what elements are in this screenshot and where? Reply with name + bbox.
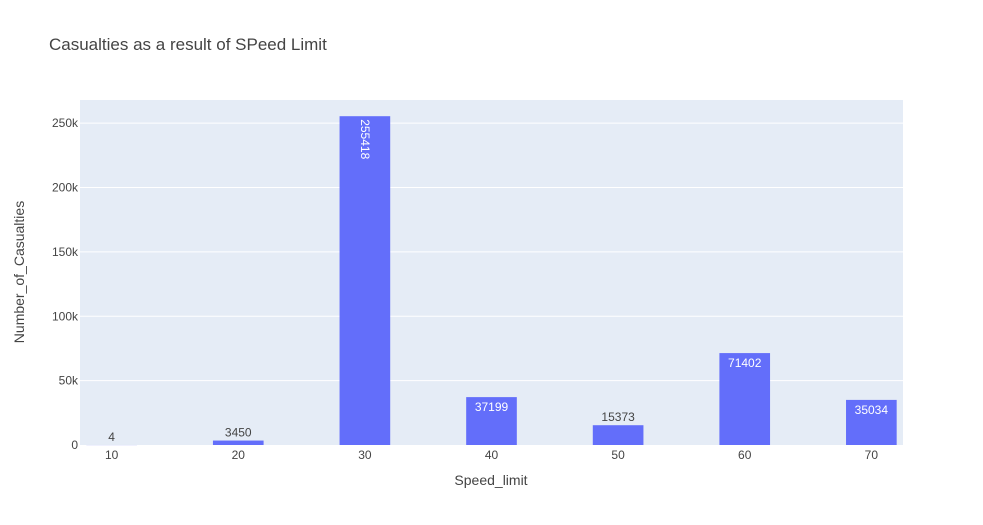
plot-area (80, 100, 903, 445)
y-tick-label: 50k (59, 374, 79, 388)
bar-value-label: 3450 (225, 426, 252, 440)
bar (592, 425, 644, 445)
bar-value-label: 71402 (728, 356, 762, 370)
axis-ticks: 0 50k 100k 150k 200k 250k 10 20 30 40 50 60 70 (52, 116, 878, 462)
bar-value-label: 15373 (601, 410, 635, 424)
bar (339, 116, 391, 446)
bar (212, 440, 264, 445)
y-axis-title: Number_of_Casualties (11, 201, 27, 343)
y-tick-label: 100k (52, 309, 79, 323)
x-tick-label: 50 (611, 448, 625, 462)
x-tick-label: 20 (232, 448, 246, 462)
chart-title: Casualties as a result of SPeed Limit (49, 35, 327, 54)
x-tick-label: 30 (358, 448, 372, 462)
x-axis-title: Speed_limit (454, 472, 527, 488)
x-tick-label: 70 (865, 448, 879, 462)
bar-value-label: 4 (108, 430, 115, 444)
y-tick-label: 250k (52, 116, 79, 130)
bar (846, 399, 897, 445)
x-tick-label: 40 (485, 448, 499, 462)
bar (466, 397, 517, 445)
y-tick-label: 150k (52, 245, 79, 259)
x-tick-label: 10 (105, 448, 119, 462)
y-tick-label: 200k (52, 181, 79, 195)
bar (719, 353, 771, 445)
y-tick-label: 0 (71, 438, 78, 452)
bar-value-label: 255418 (358, 119, 372, 159)
bar-value-label: 35034 (855, 403, 889, 417)
x-tick-label: 60 (738, 448, 752, 462)
bars: 4 3450 255418 37199 15373 71402 35034 (86, 116, 897, 446)
bar-value-label: 37199 (475, 400, 509, 414)
